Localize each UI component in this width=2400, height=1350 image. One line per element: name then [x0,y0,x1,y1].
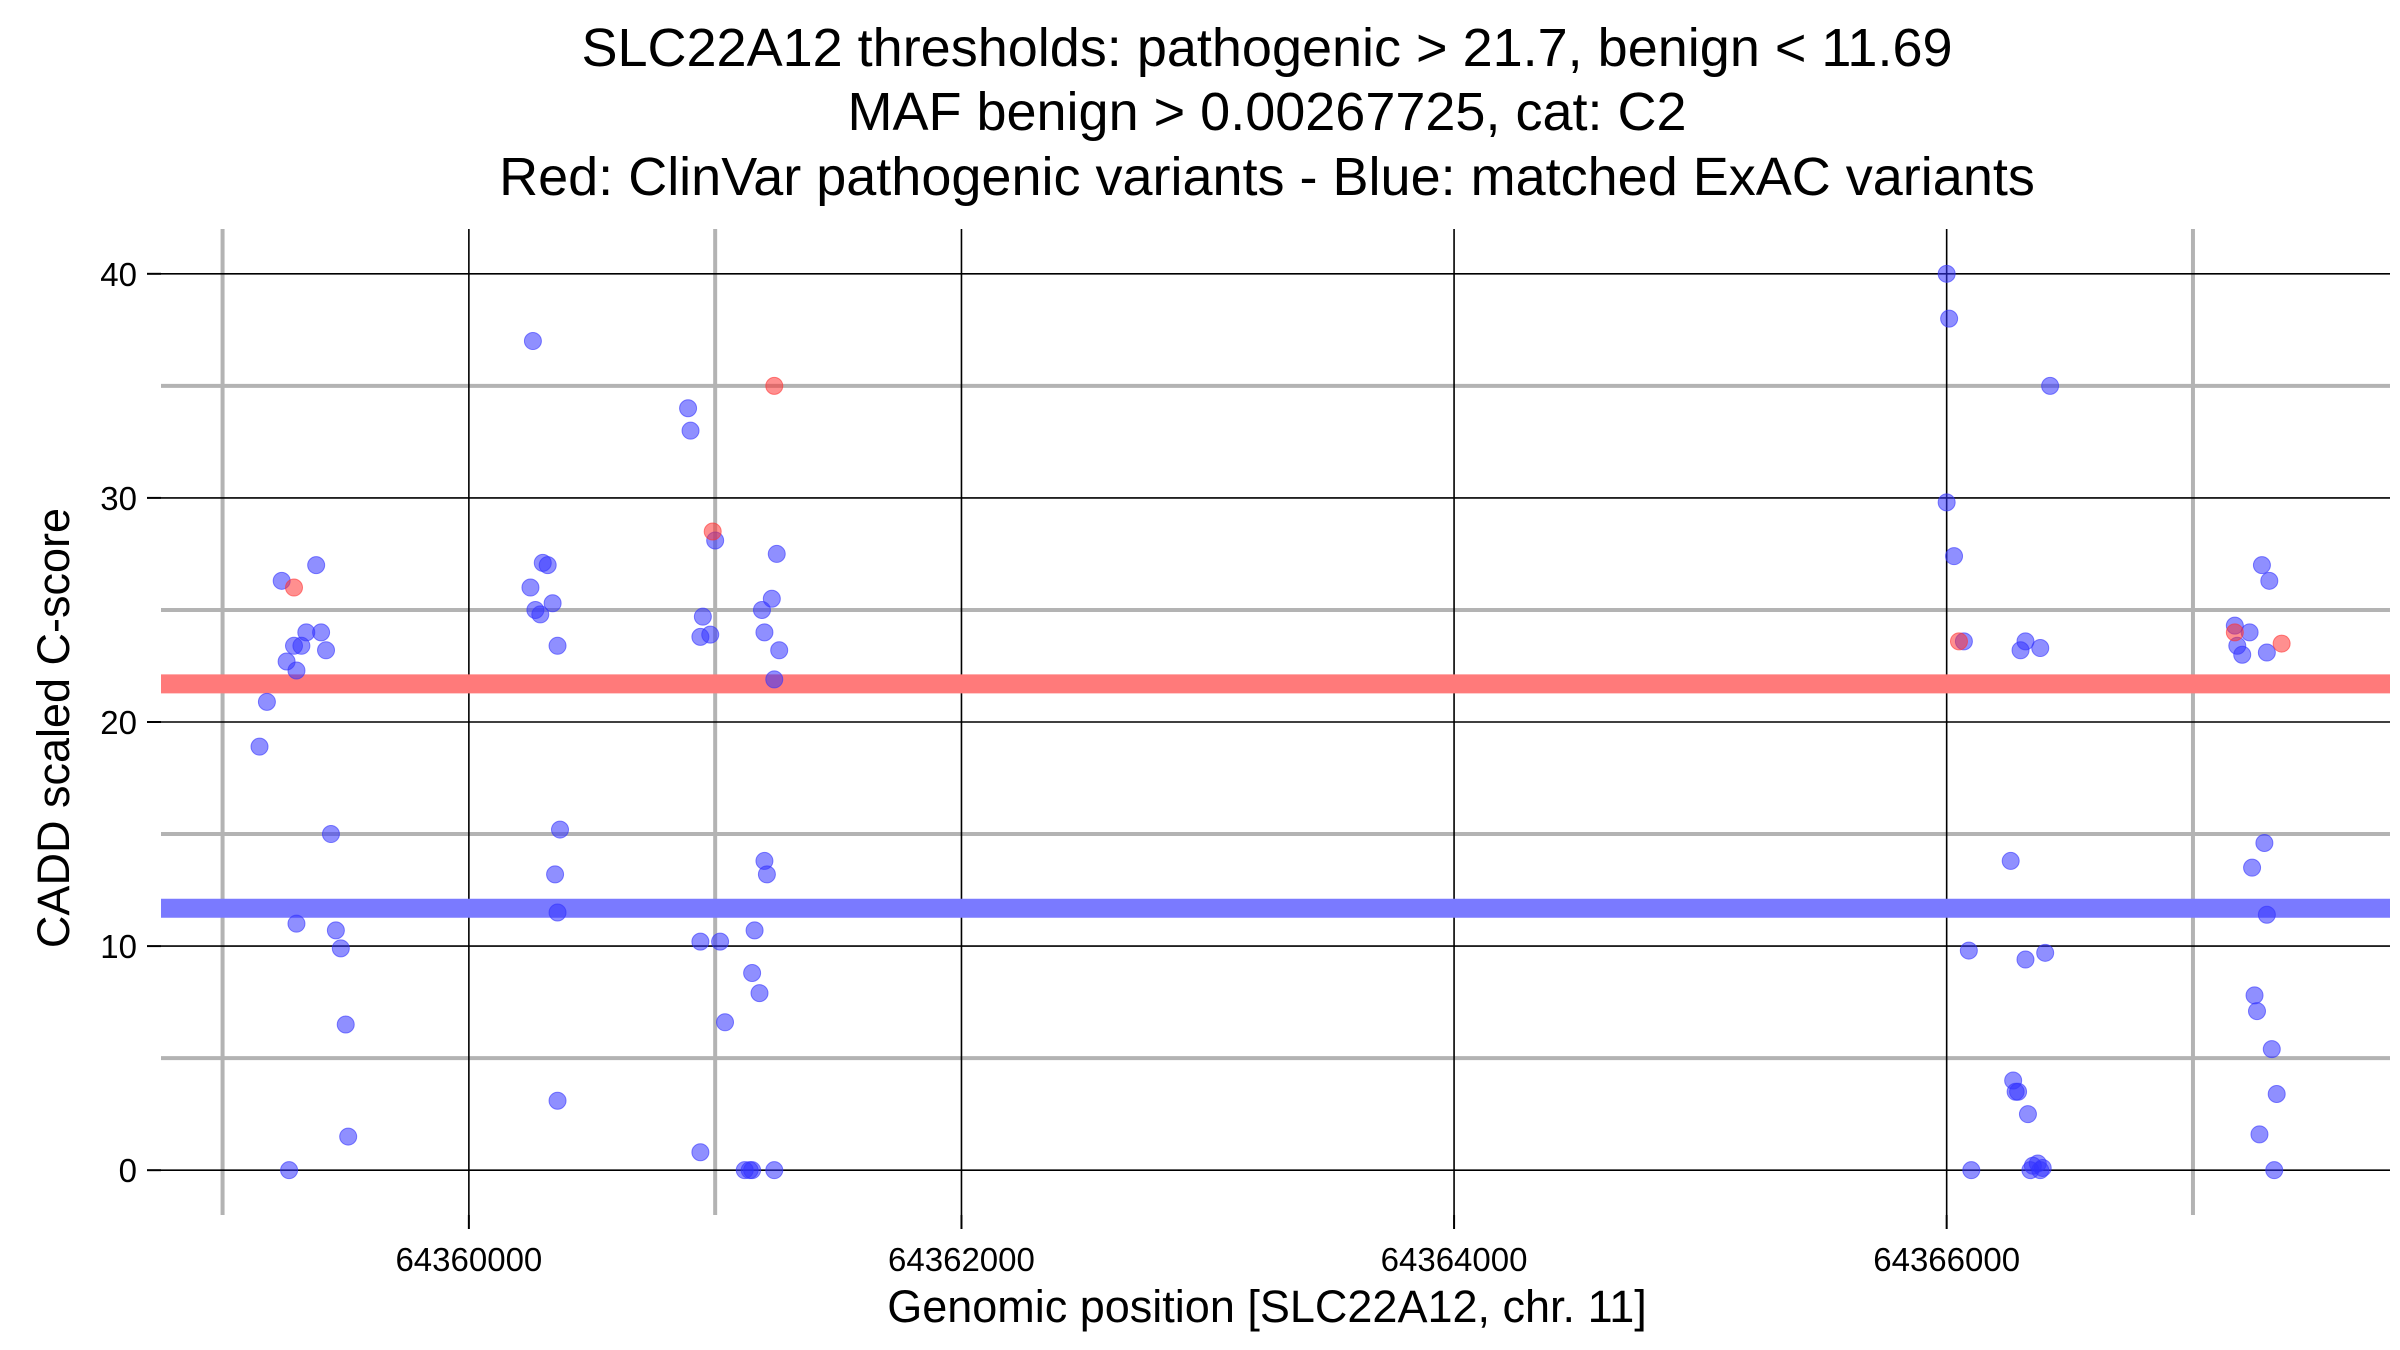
exac-variant-point [546,865,565,884]
exac-variant-point [548,636,567,655]
exac-variant-point [523,332,542,351]
exac-variant-point [250,737,269,756]
chart-title-line-2: MAF benign > 0.00267725, cat: C2 [847,82,1686,142]
exac-variant-point [2247,1002,2266,1021]
exac-variant-point [1937,493,1956,512]
exac-variant-point [257,692,276,711]
exac-variant-point [691,932,710,951]
exac-variant-point [2262,1040,2281,1059]
y-axis-title: CADD scaled C-score [28,508,79,948]
exac-variant-point [2033,1158,2052,1177]
clinvar-pathogenic-point [285,578,304,597]
exac-variant-point [2243,858,2262,877]
major-gridlines [161,229,2390,1215]
exac-variant-point [521,578,540,597]
exac-variant-point [770,641,789,660]
exac-variant-point [2267,1084,2286,1103]
y-tick-label: 20 [100,704,137,741]
exac-variant-point [317,641,336,660]
exac-variant-point [691,1143,710,1162]
exac-variant-point [757,865,776,884]
exac-variant-point [287,661,306,680]
exac-variant-point [711,932,730,951]
clinvar-pathogenic-point [1949,632,1968,651]
exac-variant-point [2245,986,2264,1005]
exac-variant-point [1962,1161,1981,1180]
exac-variant-point [2009,1082,2028,1101]
exac-variant-point [701,625,720,644]
exac-variant-point [1937,264,1956,283]
data-points [250,264,2291,1180]
exac-variant-point [548,1091,567,1110]
exac-variant-point [2036,943,2055,962]
clinvar-pathogenic-point [2272,634,2291,653]
exac-variant-point [2041,376,2060,395]
threshold-lines [161,674,2390,918]
exac-variant-point [1945,547,1964,566]
x-axis-ticks: 64360000 64362000 64364000 64366000 [395,1215,2020,1278]
x-tick-label: 64362000 [888,1241,1035,1278]
chart-title-line-3: Red: ClinVar pathogenic variants - Blue:… [499,147,2035,207]
exac-variant-point [2252,556,2271,575]
exac-variant-point [716,1013,735,1032]
exac-variant-point [538,556,557,575]
exac-variant-point [681,421,700,440]
exac-variant-point [336,1015,355,1034]
exac-variant-point [287,914,306,933]
exac-variant-point [2011,641,2030,660]
x-tick-label: 64364000 [1381,1241,1528,1278]
exac-variant-point [280,1161,299,1180]
exac-variant-point [765,1161,784,1180]
exac-variant-point [755,623,774,642]
y-tick-label: 30 [100,480,137,517]
exac-variant-point [2018,1105,2037,1124]
exac-variant-point [752,600,771,619]
exac-variant-point [765,670,784,689]
exac-variant-point [2233,645,2252,664]
exac-variant-point [321,825,340,844]
y-tick-label: 40 [100,256,137,293]
exac-variant-point [2250,1125,2269,1144]
x-tick-label: 64360000 [395,1241,542,1278]
clinvar-pathogenic-point [703,522,722,541]
exac-variant-point [2257,905,2276,924]
exac-variant-point [2265,1161,2284,1180]
exac-variant-point [548,903,567,922]
exac-variant-point [745,921,764,940]
clinvar-pathogenic-point [765,376,784,395]
clinvar-pathogenic-point [2225,623,2244,642]
chart-title: SLC22A12 thresholds: pathogenic > 21.7, … [499,18,2035,207]
exac-variant-point [693,607,712,626]
exac-variant-point [339,1127,358,1146]
exac-variant-point [750,984,769,1003]
exac-variant-point [743,1161,762,1180]
y-tick-label: 0 [119,1152,137,1189]
exac-variant-point [2260,571,2279,590]
exac-variant-point [307,556,326,575]
chart-title-line-1: SLC22A12 thresholds: pathogenic > 21.7, … [581,18,1952,78]
exac-variant-point [543,594,562,613]
x-tick-label: 64366000 [1873,1241,2020,1278]
exac-variant-point [2016,950,2035,969]
exac-variant-point [2001,851,2020,870]
exac-variant-point [331,939,350,958]
exac-variant-point [767,544,786,563]
exac-variant-point [2031,639,2050,658]
exac-variant-point [326,921,345,940]
exac-variant-point [312,623,331,642]
exac-variant-point [1959,941,1978,960]
y-axis-ticks: 0 10 20 30 40 [100,256,161,1189]
exac-variant-point [531,605,550,624]
exac-variant-point [2257,643,2276,662]
exac-variant-point [2255,834,2274,853]
y-tick-label: 10 [100,928,137,965]
exac-variant-point [743,963,762,982]
x-axis-title: Genomic position [SLC22A12, chr. 11] [887,1281,1647,1332]
exac-variant-point [1940,309,1959,328]
exac-variant-point [551,820,570,839]
exac-variant-point [679,399,698,418]
